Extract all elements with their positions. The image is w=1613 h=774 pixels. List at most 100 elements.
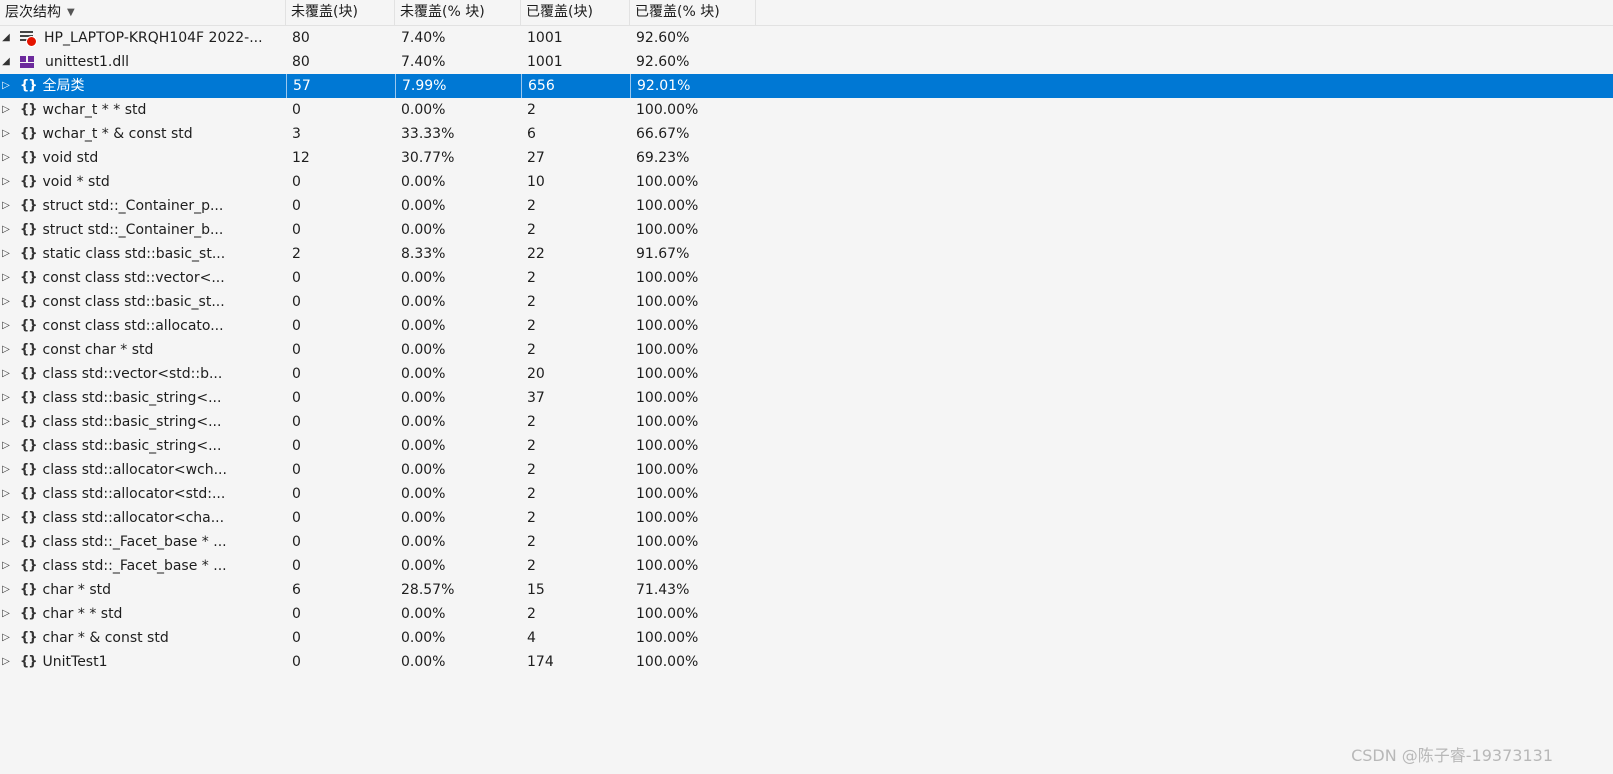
tree-row-label: char * * std [42,606,123,622]
namespace-braces-icon: {} [20,78,37,93]
covered-blocks-cell: 2 [527,606,536,622]
collapsed-arrow-icon[interactable]: ▷ [2,368,10,379]
tree-row-label: unittest1.dll [45,54,130,70]
tree-row[interactable]: ▷ {} class std::vector<std::b... 0 0.00% 20 10… [0,362,1613,386]
tree-row-label: struct std::_Container_b... [42,222,224,238]
tree-row[interactable]: ▷ {} char * & const std 0 0.00% 4 100.00% [0,626,1613,650]
collapsed-arrow-icon[interactable]: ▷ [2,224,10,235]
collapsed-arrow-icon[interactable]: ▷ [2,320,10,331]
namespace-braces-icon: {} [20,102,37,117]
covered-pct-cell: 100.00% [636,510,699,526]
tree-row[interactable]: ▷ {} const class std::vector<... 0 0.00% 2 100… [0,266,1613,290]
covered-pct-cell: 92.60% [636,30,690,46]
collapsed-arrow-icon[interactable]: ▷ [2,200,10,211]
collapsed-arrow-icon[interactable]: ▷ [2,632,10,643]
collapsed-arrow-icon[interactable]: ▷ [2,656,10,667]
tree-row[interactable]: ▷ {} const class std::allocato... 0 0.00% 2 10… [0,314,1613,338]
tree-row[interactable]: ▷ {} 全局类 57 7.99% 656 92.01% [0,74,1613,98]
collapsed-arrow-icon[interactable]: ▷ [2,584,10,595]
namespace-braces-icon: {} [20,126,37,141]
not-covered-pct-cell: 7.99% [395,74,521,98]
tree-row-label: wchar_t * & const std [42,126,193,142]
not-covered-blocks-cell: 0 [292,414,301,430]
covered-pct-cell: 100.00% [636,342,699,358]
tree-row-label: void std [42,150,99,166]
collapsed-arrow-icon[interactable]: ▷ [2,128,10,139]
tree-row-module[interactable]: ◢ unittest1.dll 80 7.40% 1001 92.60% [0,50,1613,74]
collapsed-arrow-icon[interactable]: ▷ [2,464,10,475]
collapsed-arrow-icon[interactable]: ▷ [2,152,10,163]
tree-row[interactable]: ▷ {} struct std::_Container_b... 0 0.00% 2 100… [0,218,1613,242]
tree-row-name-cell: ▷ {} const class std::allocato... [0,314,286,338]
collapsed-arrow-icon[interactable]: ▷ [2,416,10,427]
covered-pct-cell: 100.00% [636,414,699,430]
collapsed-arrow-icon[interactable]: ▷ [2,440,10,451]
collapsed-arrow-icon[interactable]: ▷ [2,536,10,547]
tree-row[interactable]: ▷ {} class std::_Facet_base * ... 0 0.00% 2 10… [0,530,1613,554]
collapsed-arrow-icon[interactable]: ▷ [2,272,10,283]
tree-row[interactable]: ▷ {} char * std 6 28.57% 15 71.43% [0,578,1613,602]
not-covered-blocks-cell: 0 [292,390,301,406]
collapsed-arrow-icon[interactable]: ▷ [2,560,10,571]
tree-row-label: 全局类 [42,78,85,94]
tree-row[interactable]: ▷ {} void std 12 30.77% 27 69.23% [0,146,1613,170]
covered-blocks-cell: 2 [527,534,536,550]
collapsed-arrow-icon[interactable]: ▷ [2,296,10,307]
column-header-covered-pct[interactable]: 已覆盖(% 块) [630,0,756,25]
tree-row[interactable]: ▷ {} void * std 0 0.00% 10 100.00% [0,170,1613,194]
collapsed-arrow-icon[interactable]: ▷ [2,104,10,115]
tree-row[interactable]: ▷ {} class std::allocator<std:... 0 0.00% 2 10… [0,482,1613,506]
not-covered-blocks-cell: 57 [286,74,395,98]
namespace-braces-icon: {} [20,222,37,237]
covered-blocks-cell: 4 [527,630,536,646]
tree-row[interactable]: ▷ {} const class std::basic_st... 0 0.00% 2 10… [0,290,1613,314]
covered-blocks-cell: 2 [527,438,536,454]
namespace-braces-icon: {} [20,294,37,309]
not-covered-blocks-cell: 0 [292,630,301,646]
tree-row-label: class std::allocator<std:... [42,486,226,502]
tree-row-name-cell: ◢ unittest1.dll [0,50,286,74]
tree-row[interactable]: ▷ {} class std::allocator<wch... 0 0.00% 2 100… [0,458,1613,482]
tree-row[interactable]: ▷ {} wchar_t * * std 0 0.00% 2 100.00% [0,98,1613,122]
column-header-not-covered-pct[interactable]: 未覆盖(% 块) [395,0,521,25]
collapsed-arrow-icon[interactable]: ▷ [2,608,10,619]
tree-row-root[interactable]: ◢ HP_LAPTOP-KRQH104F 2022-... 80 7.40% 1001 9… [0,26,1613,50]
column-header-hierarchy[interactable]: 层次结构 ▼ [0,0,286,25]
tree-row[interactable]: ▷ {} char * * std 0 0.00% 2 100.00% [0,602,1613,626]
collapsed-arrow-icon[interactable]: ▷ [2,392,10,403]
collapsed-arrow-icon[interactable]: ▷ [2,512,10,523]
tree-row-name-cell: ▷ {} const class std::basic_st... [0,290,286,314]
tree-row[interactable]: ▷ {} UnitTest1 0 0.00% 174 100.00% [0,650,1613,674]
covered-pct-cell: 66.67% [636,126,690,142]
tree-row[interactable]: ▷ {} class std::_Facet_base * ... 0 0.00% 2 10… [0,554,1613,578]
collapsed-arrow-icon[interactable]: ▷ [2,248,10,259]
not-covered-pct-cell: 33.33% [401,126,455,142]
collapsed-arrow-icon[interactable]: ▷ [2,488,10,499]
tree-row-label: class std::_Facet_base * ... [42,558,227,574]
not-covered-pct-cell: 7.40% [401,30,446,46]
not-covered-pct-cell: 0.00% [401,414,446,430]
column-header-covered-blocks[interactable]: 已覆盖(块) [521,0,630,25]
tree-row[interactable]: ▷ {} class std::basic_string<... 0 0.00% 2 100… [0,434,1613,458]
tree-row[interactable]: ▷ {} class std::basic_string<... 0 0.00% 37 10… [0,386,1613,410]
not-covered-blocks-cell: 6 [292,582,301,598]
collapsed-arrow-icon[interactable]: ▷ [2,344,10,355]
sort-dropdown-icon[interactable]: ▼ [67,7,75,18]
namespace-braces-icon: {} [20,534,37,549]
covered-blocks-cell: 20 [527,366,545,382]
collapsed-arrow-icon[interactable]: ▷ [2,176,10,187]
tree-row[interactable]: ▷ {} struct std::_Container_p... 0 0.00% 2 100… [0,194,1613,218]
column-header-not-covered-blocks[interactable]: 未覆盖(块) [286,0,395,25]
covered-pct-cell: 100.00% [636,606,699,622]
tree-row-name-cell: ▷ {} struct std::_Container_b... [0,218,286,242]
collapsed-arrow-icon[interactable]: ▷ [2,80,10,91]
expanded-arrow-icon[interactable]: ◢ [2,32,10,43]
tree-row[interactable]: ▷ {} class std::allocator<cha... 0 0.00% 2 100… [0,506,1613,530]
tree-row[interactable]: ▷ {} const char * std 0 0.00% 2 100.00% [0,338,1613,362]
expanded-arrow-icon[interactable]: ◢ [2,56,10,67]
tree-row-label: class std::vector<std::b... [42,366,223,382]
tree-row[interactable]: ▷ {} wchar_t * & const std 3 33.33% 6 66.67% [0,122,1613,146]
tree-row[interactable]: ▷ {} class std::basic_string<... 0 0.00% 2 100… [0,410,1613,434]
tree-row[interactable]: ▷ {} static class std::basic_st... 2 8.33% 22… [0,242,1613,266]
covered-pct-cell: 100.00% [636,390,699,406]
